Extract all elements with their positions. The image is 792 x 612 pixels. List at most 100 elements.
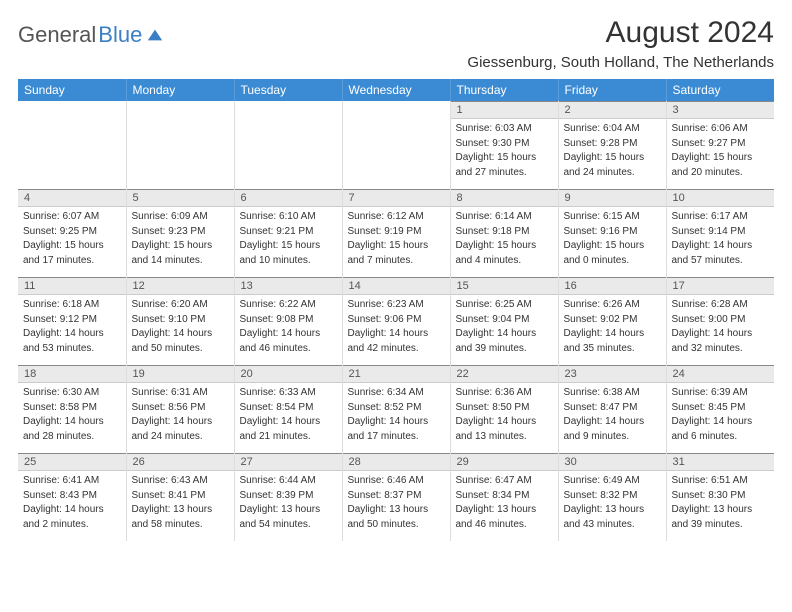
day-number: 11 [18, 277, 126, 295]
day-content: Sunrise: 6:30 AMSunset: 8:58 PMDaylight:… [18, 383, 126, 447]
calendar-day-cell: 12Sunrise: 6:20 AMSunset: 9:10 PMDayligh… [126, 277, 234, 365]
calendar-day-cell: 7Sunrise: 6:12 AMSunset: 9:19 PMDaylight… [342, 189, 450, 277]
day-line: and 32 minutes. [672, 342, 770, 356]
day-line: Sunrise: 6:34 AM [348, 386, 445, 400]
day-line: Sunset: 9:23 PM [132, 225, 229, 239]
calendar-day-cell: 28Sunrise: 6:46 AMSunset: 8:37 PMDayligh… [342, 453, 450, 541]
day-line: Sunset: 9:21 PM [240, 225, 337, 239]
calendar-day-cell: 6Sunrise: 6:10 AMSunset: 9:21 PMDaylight… [234, 189, 342, 277]
calendar-day-cell: 4Sunrise: 6:07 AMSunset: 9:25 PMDaylight… [18, 189, 126, 277]
day-content: Sunrise: 6:23 AMSunset: 9:06 PMDaylight:… [343, 295, 450, 359]
day-line: Sunrise: 6:10 AM [240, 210, 337, 224]
day-line: Daylight: 15 hours [456, 151, 553, 165]
day-line: Daylight: 15 hours [23, 239, 121, 253]
day-line: Sunrise: 6:12 AM [348, 210, 445, 224]
day-number: 8 [451, 189, 558, 207]
day-line: Daylight: 15 hours [348, 239, 445, 253]
calendar-day-cell: 10 Sunrise: 6:17 AMSunset: 9:14 PMDayligh… [666, 189, 774, 277]
day-line: Daylight: 14 hours [240, 415, 337, 429]
day-line: Sunset: 8:54 PM [240, 401, 337, 415]
day-line: Sunset: 8:41 PM [132, 489, 229, 503]
day-content: Sunrise: 6:28 AMSunset: 9:00 PMDaylight:… [667, 295, 775, 359]
calendar-day-cell: 23Sunrise: 6:38 AMSunset: 8:47 PMDayligh… [558, 365, 666, 453]
day-content: Sunrise: 6:26 AMSunset: 9:02 PMDaylight:… [559, 295, 666, 359]
day-content: Sunrise: 6:04 AMSunset: 9:28 PMDaylight:… [559, 119, 666, 183]
header: GeneralBlue August 2024 Giessenburg, Sou… [18, 16, 774, 71]
day-line: Sunrise: 6:38 AM [564, 386, 661, 400]
day-line: and 20 minutes. [672, 166, 770, 180]
day-line: Daylight: 15 hours [564, 151, 661, 165]
calendar-day-cell: 27Sunrise: 6:44 AMSunset: 8:39 PMDayligh… [234, 453, 342, 541]
day-number: 28 [343, 453, 450, 471]
day-content: Sunrise: 6:20 AMSunset: 9:10 PMDaylight:… [127, 295, 234, 359]
day-number: 2 [559, 101, 666, 119]
day-line: Sunrise: 6:36 AM [456, 386, 553, 400]
day-content: Sunrise: 6:41 AMSunset: 8:43 PMDaylight:… [18, 471, 126, 535]
weekday-header: Saturday [666, 79, 774, 101]
day-number: 16 [559, 277, 666, 295]
day-line: Daylight: 14 hours [564, 415, 661, 429]
day-line: and 6 minutes. [672, 430, 770, 444]
day-line: and 39 minutes. [456, 342, 553, 356]
day-line: and 24 minutes. [132, 430, 229, 444]
calendar-day-cell: 15Sunrise: 6:25 AMSunset: 9:04 PMDayligh… [450, 277, 558, 365]
day-content: Sunrise: 6:31 AMSunset: 8:56 PMDaylight:… [127, 383, 234, 447]
day-line: Daylight: 14 hours [240, 327, 337, 341]
day-line: Daylight: 13 hours [456, 503, 553, 517]
calendar-day-cell: 30Sunrise: 6:49 AMSunset: 8:32 PMDayligh… [558, 453, 666, 541]
day-content: Sunrise: 6:39 AMSunset: 8:45 PMDaylight:… [667, 383, 775, 447]
day-line: Daylight: 13 hours [672, 503, 770, 517]
day-line: Sunset: 9:28 PM [564, 137, 661, 151]
day-number: 18 [18, 365, 126, 383]
weekday-header: Wednesday [342, 79, 450, 101]
day-line: Daylight: 13 hours [132, 503, 229, 517]
calendar-day-cell: 29Sunrise: 6:47 AMSunset: 8:34 PMDayligh… [450, 453, 558, 541]
day-number: 14 [343, 277, 450, 295]
day-number: 15 [451, 277, 558, 295]
day-line: Sunrise: 6:18 AM [23, 298, 121, 312]
day-line: Sunset: 9:14 PM [672, 225, 770, 239]
calendar-day-cell: 31Sunrise: 6:51 AMSunset: 8:30 PMDayligh… [666, 453, 774, 541]
day-line: Sunset: 8:37 PM [348, 489, 445, 503]
day-line: Daylight: 14 hours [23, 327, 121, 341]
day-number: 3 [667, 101, 775, 119]
logo-text-general: General [18, 22, 96, 48]
day-line: Sunset: 8:52 PM [348, 401, 445, 415]
day-line: Sunrise: 6:39 AM [672, 386, 770, 400]
day-line: Sunset: 9:25 PM [23, 225, 121, 239]
day-line: Sunset: 9:16 PM [564, 225, 661, 239]
calendar-page: GeneralBlue August 2024 Giessenburg, Sou… [0, 0, 792, 557]
day-line: and 10 minutes. [240, 254, 337, 268]
day-line: and 24 minutes. [564, 166, 661, 180]
calendar-day-cell: 13Sunrise: 6:22 AMSunset: 9:08 PMDayligh… [234, 277, 342, 365]
day-line: Daylight: 14 hours [132, 327, 229, 341]
day-line: Sunset: 9:04 PM [456, 313, 553, 327]
day-number: 29 [451, 453, 558, 471]
day-number: 22 [451, 365, 558, 383]
day-line: and 14 minutes. [132, 254, 229, 268]
day-number: 12 [127, 277, 234, 295]
day-line: Daylight: 14 hours [348, 415, 445, 429]
day-number: 13 [235, 277, 342, 295]
day-number: 9 [559, 189, 666, 207]
day-line: Sunrise: 6:17 AM [672, 210, 770, 224]
day-line: Daylight: 14 hours [672, 239, 770, 253]
day-line: Sunrise: 6:04 AM [564, 122, 661, 136]
calendar-day-cell: 20Sunrise: 6:33 AMSunset: 8:54 PMDayligh… [234, 365, 342, 453]
day-line: Sunrise: 6:46 AM [348, 474, 445, 488]
day-number: 20 [235, 365, 342, 383]
day-number: 17 [667, 277, 775, 295]
calendar-day-cell: 18Sunrise: 6:30 AMSunset: 8:58 PMDayligh… [18, 365, 126, 453]
day-number: 10 [667, 189, 775, 207]
day-line: and 28 minutes. [23, 430, 121, 444]
calendar-week-row: 4Sunrise: 6:07 AMSunset: 9:25 PMDaylight… [18, 189, 774, 277]
day-line: Daylight: 15 hours [564, 239, 661, 253]
day-content: Sunrise: 6:12 AMSunset: 9:19 PMDaylight:… [343, 207, 450, 271]
day-line: and 0 minutes. [564, 254, 661, 268]
day-line: and 57 minutes. [672, 254, 770, 268]
day-content: Sunrise: 6:38 AMSunset: 8:47 PMDaylight:… [559, 383, 666, 447]
day-content: Sunrise: 6:06 AMSunset: 9:27 PMDaylight:… [667, 119, 775, 183]
day-content: Sunrise: 6:18 AMSunset: 9:12 PMDaylight:… [18, 295, 126, 359]
day-line: and 17 minutes. [348, 430, 445, 444]
day-line: Daylight: 14 hours [348, 327, 445, 341]
